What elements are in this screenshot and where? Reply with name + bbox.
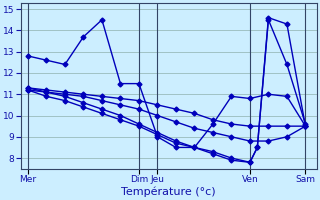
X-axis label: Température (°c): Température (°c) <box>121 187 216 197</box>
